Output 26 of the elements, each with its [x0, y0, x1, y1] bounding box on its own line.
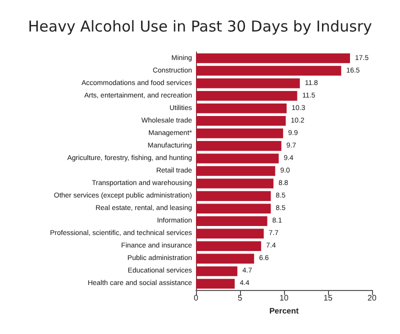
bar	[196, 241, 262, 252]
bar	[196, 204, 271, 214]
bar	[196, 228, 264, 239]
bar	[196, 166, 276, 176]
bar	[196, 116, 286, 126]
bar	[196, 128, 284, 138]
bar	[196, 66, 342, 76]
x-tick-label: 0	[194, 294, 199, 302]
bar	[196, 90, 298, 101]
bar	[196, 254, 254, 264]
bar	[196, 53, 350, 64]
bar	[196, 141, 282, 151]
chart-title: Heavy Alcohol Use in Past 30 Days by Indusry	[28, 18, 372, 36]
bar	[196, 266, 238, 276]
bar	[196, 103, 287, 114]
bar	[196, 178, 274, 188]
x-axis-title: Percent	[269, 306, 300, 316]
bar	[196, 216, 268, 226]
x-tick-label: 20	[368, 294, 377, 302]
x-tick-label: 10	[280, 294, 289, 302]
bar	[196, 154, 279, 164]
bar	[196, 78, 300, 88]
bar	[196, 191, 271, 201]
x-tick-label: 15	[324, 294, 333, 302]
bar	[196, 278, 235, 289]
x-tick-label: 5	[238, 294, 243, 302]
